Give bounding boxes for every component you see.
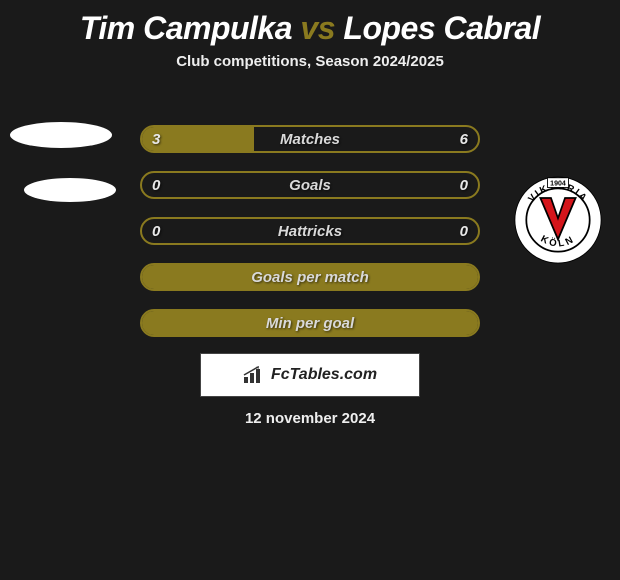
stat-value-right: 0 (460, 219, 468, 243)
stat-label: Min per goal (142, 311, 478, 335)
brand-text: FcTables.com (271, 366, 377, 384)
bar-chart-icon (243, 366, 265, 384)
comparison-bars: Matches36Goals00Hattricks00Goals per mat… (140, 125, 480, 355)
stat-row: Goals0 0 (140, 171, 480, 199)
stat-row: Hattricks0 0 (140, 217, 480, 245)
brand-box[interactable]: FcTables.com (200, 353, 420, 397)
badge-year: 1904 (550, 181, 566, 188)
ellipse-shape (10, 122, 112, 148)
stat-label: Hattricks (142, 219, 478, 243)
stat-row: Matches3 6 (140, 125, 480, 153)
stat-value-left: 0 (152, 173, 160, 197)
ellipse-shape (24, 178, 116, 202)
club-badge: VIKTORIA KÖLN 1904 (514, 176, 602, 264)
viktoria-koln-badge-icon: VIKTORIA KÖLN 1904 (514, 176, 602, 264)
vs-text: vs (300, 10, 335, 46)
stat-label: Goals (142, 173, 478, 197)
page-title: Tim Campulka vs Lopes Cabral (0, 0, 620, 47)
subtitle: Club competitions, Season 2024/2025 (0, 53, 620, 70)
player1-photo-placeholder (10, 122, 116, 202)
stat-label: Matches (142, 127, 478, 151)
stat-value-right: 6 (460, 127, 468, 151)
player2-name: Lopes Cabral (343, 10, 540, 46)
stat-value-left: 3 (152, 127, 160, 151)
stat-row: Goals per match (140, 263, 480, 291)
stat-value-left: 0 (152, 219, 160, 243)
stat-label: Goals per match (142, 265, 478, 289)
player1-name: Tim Campulka (80, 10, 292, 46)
date-label: 12 november 2024 (0, 410, 620, 427)
stat-value-right: 0 (460, 173, 468, 197)
stat-row: Min per goal (140, 309, 480, 337)
